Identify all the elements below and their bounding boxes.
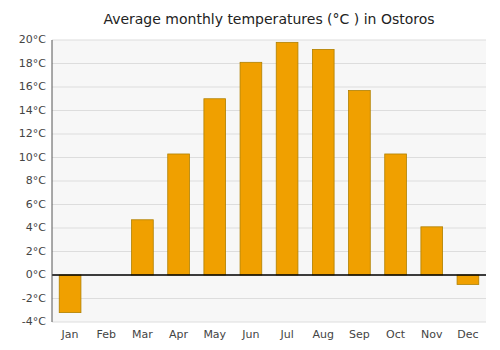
bar: [168, 154, 190, 275]
grid-line: [52, 322, 486, 323]
y-tick-label: -2°C: [22, 292, 46, 305]
bar: [457, 275, 479, 284]
y-tick-label: 20°C: [19, 33, 46, 46]
bar: [59, 275, 81, 313]
y-tick-label: 16°C: [19, 80, 46, 93]
grid-line: [52, 275, 486, 276]
x-tick-label: Dec: [457, 328, 478, 341]
grid-line: [52, 40, 486, 41]
y-tick-label: 14°C: [19, 104, 46, 117]
bar: [204, 99, 226, 275]
x-tick-label: Jun: [241, 328, 259, 341]
bar: [240, 62, 262, 275]
y-tick-label: 4°C: [26, 221, 46, 234]
y-tick-label: 6°C: [26, 198, 46, 211]
x-tick-label: Nov: [421, 328, 443, 341]
x-tick-label: Apr: [169, 328, 189, 341]
y-tick-label: 2°C: [26, 245, 46, 258]
x-axis: Jan Feb Mar Apr May Jun Jul Aug Sep Oct Nov Dec: [61, 328, 479, 341]
bar: [132, 220, 154, 275]
zero-line: [52, 274, 486, 276]
y-axis: -4°C -2°C 0°C 2°C 4°C 6°C 8°C 10°C 12°C 14°C 16°C 1…: [19, 33, 46, 328]
chart-svg: -4°C -2°C 0°C 2°C 4°C 6°C 8°C 10°C 12°C 14°C 16°C 1…: [0, 0, 500, 350]
y-tick-label: 8°C: [26, 174, 46, 187]
bar: [421, 227, 443, 275]
bar: [385, 154, 407, 275]
y-tick-label: 18°C: [19, 57, 46, 70]
grid-line: [52, 298, 486, 299]
grid-line: [52, 63, 486, 64]
x-tick-label: Jan: [61, 328, 79, 341]
x-tick-label: Jul: [279, 328, 293, 341]
title: Average monthly temperatures (°C ) in Os…: [103, 11, 434, 27]
x-tick-label: May: [203, 328, 226, 341]
plot-background: [52, 40, 486, 322]
bars: [59, 42, 479, 312]
bar: [349, 91, 371, 275]
x-tick-label: Mar: [132, 328, 153, 341]
grid-line: [52, 157, 486, 158]
bar: [276, 42, 298, 275]
x-tick-label: Aug: [313, 328, 334, 341]
bar: [312, 49, 334, 275]
chart-container: -4°C -2°C 0°C 2°C 4°C 6°C 8°C 10°C 12°C 14°C 16°C 1…: [0, 0, 500, 350]
grid-line: [52, 204, 486, 205]
x-tick-label: Feb: [97, 328, 116, 341]
grid-line: [52, 87, 486, 88]
y-tick-label: 0°C: [26, 268, 46, 281]
x-tick-label: Sep: [349, 328, 370, 341]
grid-line: [52, 181, 486, 182]
y-tick-label: -4°C: [22, 315, 46, 328]
y-axis-line: [52, 40, 53, 322]
y-tick-label: 10°C: [19, 151, 46, 164]
y-tick-label: 12°C: [19, 127, 46, 140]
x-tick-label: Oct: [386, 328, 406, 341]
grid: [52, 40, 486, 322]
grid-line: [52, 134, 486, 135]
grid-line: [52, 110, 486, 111]
